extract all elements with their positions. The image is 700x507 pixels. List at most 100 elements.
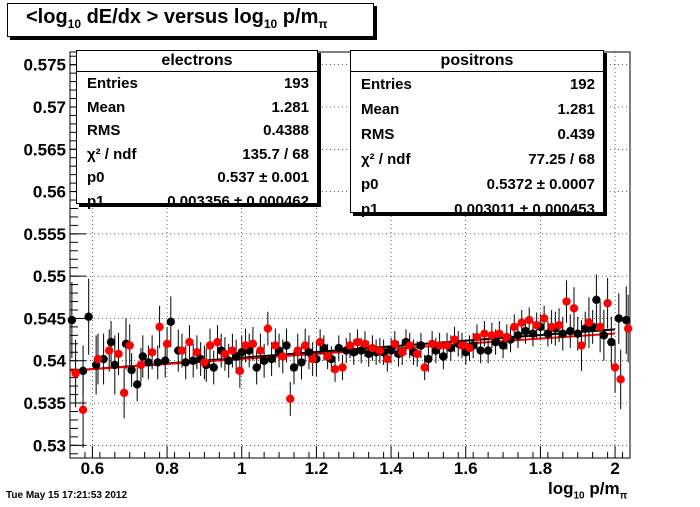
y-tick-label: 0.53 [33,436,66,455]
data-point-positrons [457,341,467,350]
stats-row: Entries 193 [77,72,317,96]
stats-label: RMS [361,126,395,143]
data-point-positrons [93,354,103,364]
data-point-electrons [599,331,609,340]
x-axis-label: log10 p/mπ [548,479,627,501]
stats-label: χ² / ndf [87,145,137,163]
data-point-electrons [84,312,93,321]
stats-row: RMS 0.439 [351,122,603,147]
data-point-positrons [420,363,429,372]
x-tick-label: 2 [610,459,619,478]
data-point-electrons [67,315,77,325]
data-point-positrons [205,341,215,350]
stats-value: 0.537 ± 0.001 [217,169,309,186]
stats-value: 192 [569,76,595,93]
data-point-positrons [119,388,129,398]
data-point-positrons [147,348,157,357]
y-tick-label: 0.565 [23,140,66,159]
stats-box-electrons: electrons Entries 193 Mean 1.281 RMS 0.4388… [76,50,318,210]
stats-title-positrons: positrons [351,51,603,72]
title-sub2: 10 [263,17,278,31]
data-point-electrons [558,329,567,338]
xlabel-post: p/m [584,479,620,498]
data-point-positrons [185,337,194,347]
data-point-electrons [304,348,314,357]
data-point-positrons [532,321,541,330]
stats-title-electrons: electrons [77,51,317,72]
data-point-positrons [177,346,187,355]
data-point-electrons [349,348,358,357]
data-point-electrons [357,346,366,355]
stats-row: χ² / ndf 135.7 / 68 [77,143,317,167]
y-tick-label: 0.56 [33,183,66,202]
data-point-positrons [547,322,556,332]
data-point-positrons [442,341,452,350]
data-point-electrons [424,354,433,364]
data-point-positrons [525,315,534,325]
data-point-positrons [375,346,385,355]
title-sub1: 10 [67,17,82,31]
data-point-electrons [297,358,306,367]
stats-row: p0 0.537 ± 0.001 [77,166,317,190]
data-point-positrons [383,354,392,364]
chart-title: <log10 dE/dx > versus log10 p/mπ [7,3,374,37]
stats-label: Entries [361,76,412,93]
data-point-positrons [220,349,230,359]
stats-value: 1.281 [271,98,309,116]
stats-row: Mean 1.281 [77,96,317,120]
data-point-electrons [513,331,523,340]
stats-row: Entries 192 [351,72,603,97]
data-point-electrons [181,358,190,367]
data-point-positrons [472,332,482,342]
data-point-positrons [603,299,612,308]
data-point-electrons [133,380,142,389]
data-point-electrons [607,337,616,347]
data-point-positrons [263,324,273,333]
stats-row: χ² / ndf 77.25 / 68 [351,147,603,172]
data-point-electrons [259,356,269,365]
y-tick-label: 0.54 [33,352,67,371]
data-point-positrons [554,321,564,330]
stats-value: 135.7 / 68 [242,145,309,163]
data-point-positrons [495,329,504,338]
data-point-positrons [248,339,258,349]
stats-value: 0.4388 [263,122,309,139]
stats-label: Mean [361,101,400,118]
data-point-electrons [476,346,485,355]
data-point-positrons [192,348,202,357]
data-point-positrons [390,339,399,349]
stats-value: 77.25 / 68 [528,151,595,168]
data-point-positrons [345,341,355,350]
data-point-electrons [144,358,153,367]
data-point-positrons [584,318,594,327]
data-point-electrons [566,326,575,336]
data-point-electrons [483,346,493,355]
data-point-positrons [480,329,489,338]
y-tick-label: 0.57 [33,98,66,117]
x-tick-label: 1.4 [379,459,403,478]
data-point-positrons [502,332,511,342]
stats-value: 193 [283,75,309,92]
data-point-electrons [282,341,291,350]
data-point-electrons [267,354,276,364]
y-tick-label: 0.55 [33,267,66,286]
data-point-electrons [386,346,396,355]
data-point-positrons [286,394,295,403]
x-tick-label: 1 [237,459,246,478]
data-point-electrons [153,358,162,367]
stats-label: p0 [87,169,105,186]
data-point-positrons [405,341,414,350]
data-point-electrons [252,363,261,372]
stats-label: p0 [361,176,379,193]
data-point-positrons [78,405,88,414]
data-point-positrons [315,337,325,347]
xlabel-sub2: π [619,490,628,502]
data-point-positrons [398,348,407,357]
data-point-positrons [539,314,549,323]
y-tick-label: 0.575 [23,56,66,75]
data-point-positrons [71,369,80,378]
data-point-electrons [573,329,582,338]
title-mid: dE/dx > versus log [81,6,264,28]
title-sub3: π [318,17,328,31]
data-point-positrons [125,341,134,350]
